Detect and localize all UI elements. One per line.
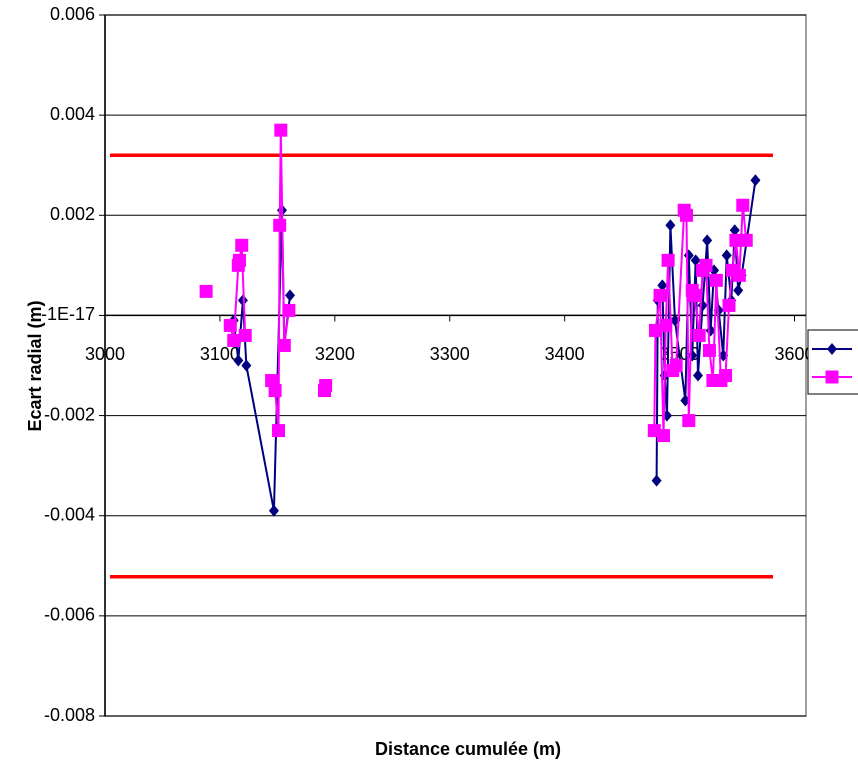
data-point	[736, 198, 750, 212]
data-point	[238, 328, 252, 342]
data-point	[241, 359, 252, 372]
data-point	[702, 234, 713, 247]
data-point	[692, 369, 703, 382]
data-point	[657, 429, 671, 443]
data-point	[227, 333, 241, 347]
data-point	[729, 224, 740, 237]
data-point	[719, 369, 733, 383]
y-tick-label: -0.008	[44, 705, 95, 725]
x-tick-label: 3600	[774, 344, 814, 364]
data-point	[648, 323, 662, 337]
data-point	[739, 233, 753, 247]
data-point	[688, 288, 702, 302]
x-tick-label: 3200	[315, 344, 355, 364]
legend-box	[807, 329, 858, 395]
data-point	[721, 249, 732, 262]
data-point	[272, 424, 286, 438]
data-point	[274, 123, 288, 137]
y-tick-label: 0.004	[50, 104, 95, 124]
data-point	[223, 318, 237, 332]
legend-marker	[827, 343, 837, 355]
data-point	[319, 379, 333, 393]
data-point	[285, 289, 296, 302]
data-point	[268, 384, 282, 398]
data-point	[653, 288, 667, 302]
data-point	[665, 219, 676, 232]
data-point	[273, 218, 287, 232]
reference-lines	[110, 153, 773, 579]
data-point	[277, 338, 291, 352]
data-point	[679, 208, 693, 222]
plot-area	[104, 14, 807, 717]
y-tick-label: -0.004	[44, 504, 95, 524]
data-point	[709, 273, 723, 287]
data-point	[722, 298, 736, 312]
legend	[812, 343, 852, 384]
data-point	[199, 284, 213, 298]
data-point	[669, 359, 683, 372]
data-point	[235, 238, 249, 252]
data-point	[268, 504, 279, 517]
data-point	[729, 233, 743, 247]
data-point	[732, 268, 746, 282]
grid	[105, 14, 806, 717]
x-tick-label: 3400	[545, 344, 585, 364]
y-tick-label: -0.002	[44, 404, 95, 424]
series-group	[199, 123, 761, 517]
data-point	[699, 258, 713, 272]
y-axis-label: Ecart radial (m)	[25, 300, 45, 431]
data-point	[651, 474, 662, 487]
data-point	[659, 318, 673, 332]
x-axis-label: Distance cumulée (m)	[375, 739, 561, 759]
y-tick-label: -0.006	[44, 605, 95, 625]
data-point	[657, 279, 668, 292]
data-point	[661, 253, 675, 267]
x-tick-label: 3300	[430, 344, 470, 364]
data-point	[702, 343, 716, 357]
data-point	[265, 374, 279, 388]
x-tick-label: 3000	[85, 344, 125, 364]
x-tick-label: 3100	[200, 344, 240, 364]
data-point	[282, 303, 296, 317]
data-point	[690, 254, 701, 267]
series	[199, 123, 753, 443]
data-point	[733, 284, 744, 297]
y-tick-label: 0.006	[50, 4, 95, 24]
data-point	[232, 253, 246, 267]
data-point	[233, 354, 244, 367]
axes: -0.008 -0.006 -0.004 -0.002 -1E-17 0.002 0.004…	[41, 4, 815, 725]
legend-marker	[825, 370, 839, 384]
y-tick-label: -1E-17	[41, 304, 95, 324]
data-point	[682, 414, 696, 428]
data-point	[750, 174, 761, 187]
y-tick-label: 0.002	[50, 204, 95, 224]
data-point	[692, 328, 706, 342]
